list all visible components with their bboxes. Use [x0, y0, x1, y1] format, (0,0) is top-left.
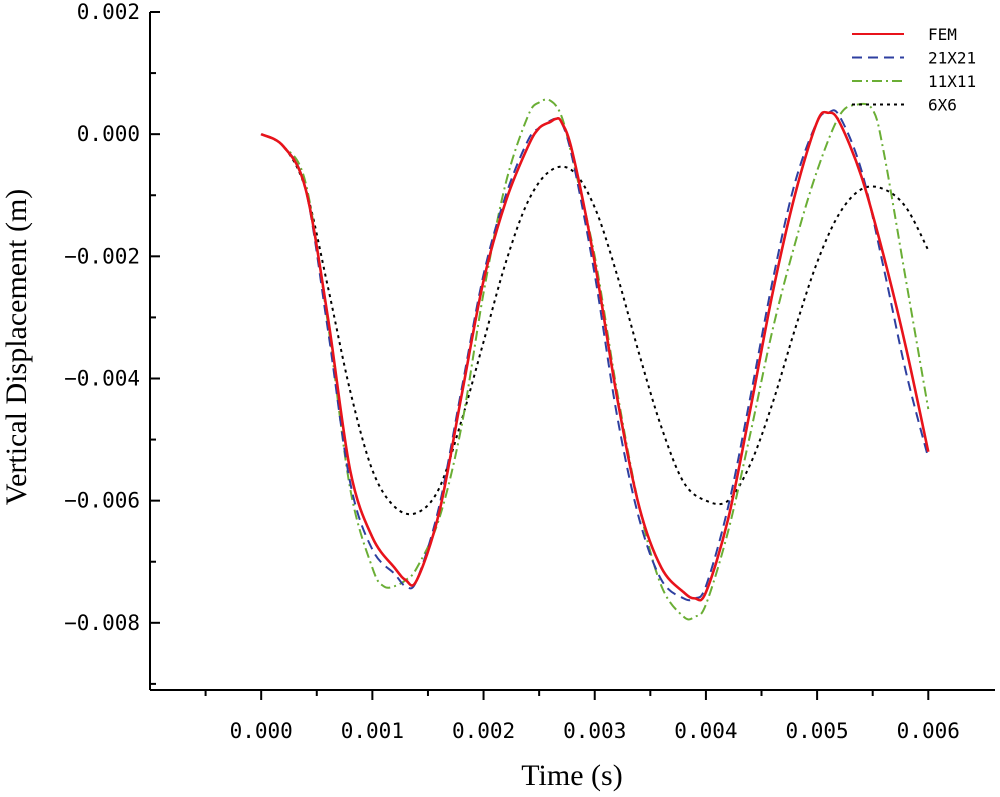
x-tick-label: 0.002 [452, 719, 515, 743]
x-tick-label: 0.005 [785, 719, 848, 743]
series-line-fem [260, 110, 930, 602]
y-axis-ticks: 0.002 0.000 −0.002 −0.004 −0.006 −0.008 [64, 0, 160, 685]
y-tick-label: −0.006 [64, 489, 140, 513]
series-line-11x11 [260, 98, 930, 621]
x-axis-title: Time (s) [521, 759, 622, 792]
series-layer [260, 98, 930, 621]
legend: FEM 21X21 11X11 6X6 [852, 25, 976, 115]
legend-label: 11X11 [928, 72, 976, 91]
x-tick-label: 0.001 [341, 719, 404, 743]
y-tick-label: 0.000 [77, 122, 140, 146]
y-tick-label: 0.002 [77, 0, 140, 24]
x-tick-label: 0.000 [230, 719, 293, 743]
x-tick-label: 0.003 [563, 719, 626, 743]
y-axis-title: Vertical Displacement (m) [0, 189, 33, 506]
legend-label: 6X6 [928, 96, 957, 115]
y-tick-label: −0.008 [64, 611, 140, 635]
plot-frame [149, 12, 995, 691]
y-tick-label: −0.002 [64, 244, 140, 268]
legend-label: 21X21 [928, 49, 976, 68]
series-line-21x21 [260, 109, 930, 602]
x-tick-label: 0.006 [897, 719, 960, 743]
y-tick-label: −0.004 [64, 366, 140, 390]
series-line-6x6 [260, 133, 930, 516]
x-tick-label: 0.004 [674, 719, 737, 743]
legend-label: FEM [928, 25, 957, 44]
x-axis-ticks: 0.000 0.001 0.002 0.003 0.004 0.005 0.006 [204, 690, 960, 743]
